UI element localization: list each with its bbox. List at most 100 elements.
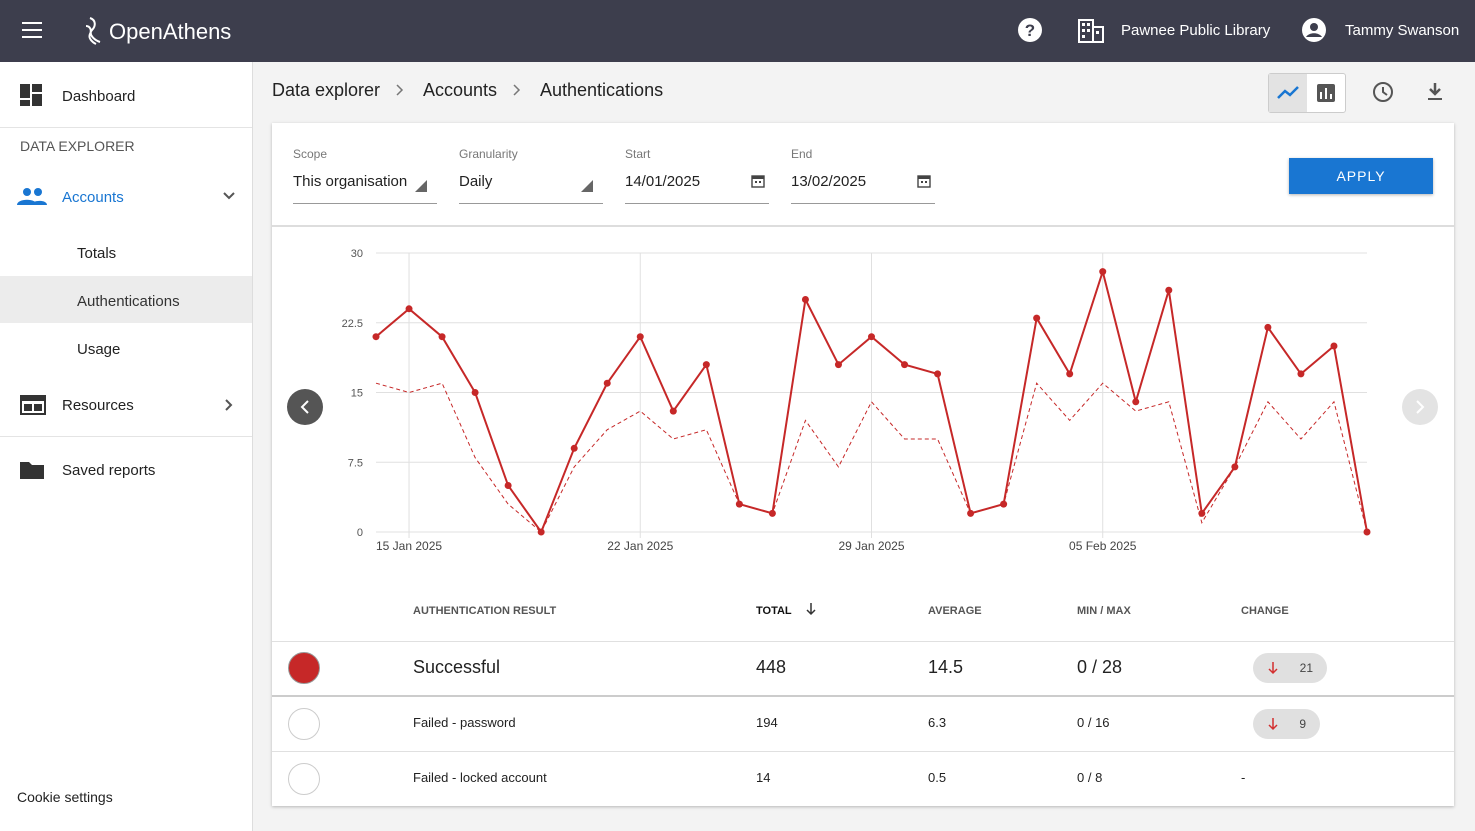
x-tick-label: 15 Jan 2025 bbox=[376, 539, 442, 553]
line-chart: 07.51522.53015 Jan 202522 Jan 202529 Jan… bbox=[272, 227, 1454, 567]
sidebar: Dashboard DATA EXPLORER Accounts Totals … bbox=[0, 62, 253, 831]
cell: 14 bbox=[756, 770, 770, 785]
building-icon bbox=[1078, 19, 1104, 43]
change-value: 9 bbox=[1299, 717, 1306, 731]
divider bbox=[0, 436, 252, 437]
row-divider bbox=[272, 695, 1454, 697]
filter-value[interactable]: 14/01/2025 bbox=[625, 173, 700, 190]
filter-value[interactable]: Daily bbox=[459, 173, 492, 190]
column-header: CHANGE bbox=[1241, 605, 1289, 617]
chevron-down[interactable] bbox=[222, 191, 236, 201]
cell: 194 bbox=[756, 715, 778, 730]
data-point bbox=[1033, 315, 1040, 322]
series-toggle[interactable] bbox=[288, 708, 320, 740]
data-point bbox=[802, 296, 809, 303]
bar-view[interactable] bbox=[1307, 74, 1345, 112]
chevron-right[interactable] bbox=[224, 398, 234, 412]
cell: Failed - password bbox=[413, 715, 516, 730]
view-toggle bbox=[1268, 73, 1346, 113]
data-point bbox=[670, 408, 677, 415]
series-toggle[interactable] bbox=[288, 652, 320, 684]
cell: 0 / 8 bbox=[1077, 770, 1102, 785]
row-divider bbox=[272, 641, 1454, 642]
data-point bbox=[1132, 398, 1139, 405]
download-icon[interactable] bbox=[1426, 81, 1444, 103]
data-point bbox=[1165, 287, 1172, 294]
cell: 0 / 16 bbox=[1077, 715, 1110, 730]
nav-authentications[interactable]: Authentications bbox=[77, 293, 180, 310]
cell: 0 / 28 bbox=[1077, 657, 1122, 678]
column-header: AVERAGE bbox=[928, 605, 982, 617]
line-view[interactable] bbox=[1269, 74, 1307, 112]
data-point bbox=[1297, 370, 1304, 377]
y-tick-label: 30 bbox=[351, 248, 363, 260]
history-icon[interactable] bbox=[1372, 81, 1394, 103]
breadcrumb-sep bbox=[512, 83, 522, 97]
filter-value[interactable]: 13/02/2025 bbox=[791, 173, 866, 190]
data-point bbox=[406, 305, 413, 312]
svg-text:?: ? bbox=[1025, 21, 1035, 40]
data-point bbox=[901, 361, 908, 368]
cell: 448 bbox=[756, 657, 786, 678]
cookie-settings[interactable]: Cookie settings bbox=[17, 789, 113, 805]
cell: Successful bbox=[413, 657, 500, 678]
apply-button[interactable]: APPLY bbox=[1289, 158, 1433, 194]
change-chip: 21 bbox=[1253, 653, 1327, 683]
x-tick-label: 05 Feb 2025 bbox=[1069, 539, 1137, 553]
sort-icon[interactable] bbox=[805, 602, 817, 616]
help-icon[interactable]: ? bbox=[1017, 17, 1043, 43]
nav-accounts[interactable]: Accounts bbox=[62, 189, 124, 206]
calendar-icon[interactable] bbox=[751, 174, 765, 188]
data-point bbox=[868, 333, 875, 340]
account-icon[interactable] bbox=[1301, 17, 1327, 43]
calendar-icon[interactable] bbox=[917, 174, 931, 188]
nav-resources[interactable]: Resources bbox=[62, 397, 134, 414]
row-divider bbox=[272, 751, 1454, 752]
data-point bbox=[373, 333, 380, 340]
nav-totals[interactable]: Totals bbox=[77, 245, 116, 262]
filter-value[interactable]: This organisation bbox=[293, 173, 407, 190]
menu-icon[interactable] bbox=[22, 20, 46, 40]
x-tick-label: 22 Jan 2025 bbox=[607, 539, 673, 553]
filter-label: Start bbox=[625, 147, 650, 161]
column-header: AUTHENTICATION RESULT bbox=[413, 605, 556, 617]
filter-underline bbox=[625, 203, 769, 204]
cell: Failed - locked account bbox=[413, 770, 547, 785]
logo-icon bbox=[78, 14, 108, 50]
prev-button-bg bbox=[287, 389, 323, 425]
nav-saved-reports[interactable]: Saved reports bbox=[62, 462, 155, 479]
dropdown-icon[interactable] bbox=[415, 179, 429, 193]
nav-dashboard[interactable]: Dashboard bbox=[62, 88, 135, 105]
report-card: APPLY 07.51522.53015 Jan 202522 Jan 2025… bbox=[272, 123, 1454, 806]
cell: 14.5 bbox=[928, 657, 963, 678]
accounts-icon bbox=[17, 187, 47, 207]
breadcrumb-current: Authentications bbox=[540, 80, 663, 101]
divider bbox=[0, 127, 252, 128]
filter-label: Granularity bbox=[459, 147, 518, 161]
next-button[interactable] bbox=[1402, 389, 1438, 425]
breadcrumb-sep bbox=[395, 83, 405, 97]
resources-icon bbox=[20, 395, 46, 415]
cell: - bbox=[1241, 770, 1245, 785]
filter-underline bbox=[791, 203, 935, 204]
prev-button[interactable] bbox=[287, 389, 323, 425]
data-point bbox=[472, 389, 479, 396]
column-header[interactable]: TOTAL bbox=[756, 605, 792, 617]
brand: OpenAthens bbox=[109, 19, 231, 45]
data-point bbox=[1330, 343, 1337, 350]
data-point bbox=[1066, 370, 1073, 377]
filter-underline bbox=[459, 203, 603, 204]
user-name[interactable]: Tammy Swanson bbox=[1345, 22, 1459, 39]
dropdown-icon[interactable] bbox=[581, 179, 595, 193]
breadcrumb[interactable]: Data explorer bbox=[272, 80, 380, 101]
down-arrow bbox=[1267, 717, 1279, 731]
organisation[interactable]: Pawnee Public Library bbox=[1121, 22, 1270, 39]
data-point bbox=[439, 333, 446, 340]
breadcrumb[interactable]: Accounts bbox=[423, 80, 497, 101]
data-point bbox=[835, 361, 842, 368]
y-tick-label: 22.5 bbox=[342, 318, 363, 330]
series-toggle[interactable] bbox=[288, 763, 320, 795]
data-point bbox=[934, 370, 941, 377]
nav-usage[interactable]: Usage bbox=[77, 341, 120, 358]
